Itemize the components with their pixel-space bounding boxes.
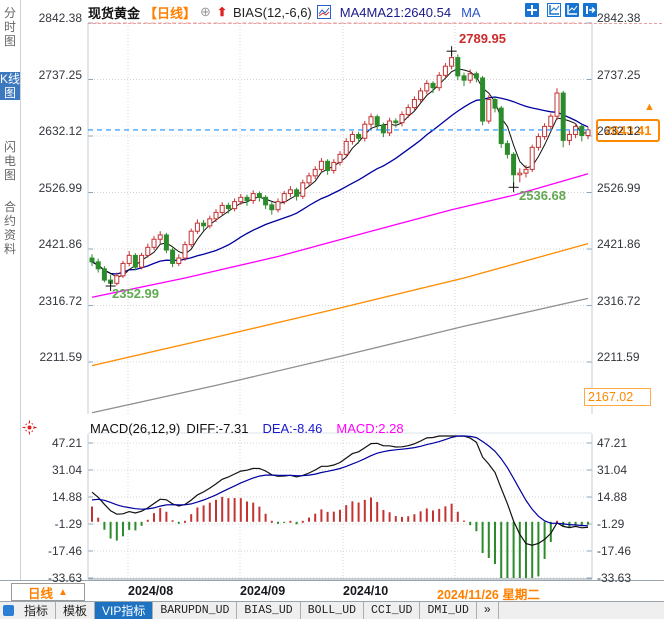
tab-CCI_UD[interactable]: CCI_UD xyxy=(364,602,421,619)
price-axis-label-right: 2737.25 xyxy=(597,67,641,82)
price-axis-label-right: 2211.59 xyxy=(597,350,640,364)
tab-DMI_UD[interactable]: DMI_UD xyxy=(420,602,477,619)
peak-price-annotation: 2789.95 xyxy=(459,31,506,46)
price-axis-label-right: 2421.86 xyxy=(597,237,641,251)
mini-chart-icon xyxy=(316,5,331,19)
date-axis-row: 日线 ▲ 2024/08 2024/09 2024/10 2024/11/26 星期二 xyxy=(0,580,664,602)
price-axis-label-left: 2526.99 xyxy=(38,180,82,195)
macd-params-label: MACD(26,12,9) xyxy=(90,421,181,436)
macd-axis-label-left: -17.46 xyxy=(47,544,82,558)
tab-VIP指标[interactable]: VIP指标 xyxy=(95,602,154,619)
price-axis-label-left: 2632.12 xyxy=(38,124,82,138)
price-axis-label-right: 2632.12 xyxy=(597,124,641,138)
tab-BIAS_UD[interactable]: BIAS_UD xyxy=(237,602,301,619)
current-price-arrow-marker: ▲ xyxy=(644,101,655,113)
sidebar-item-分时图[interactable]: 分时图 xyxy=(3,6,16,48)
macd-dea-value: DEA:-8.46 xyxy=(262,421,323,436)
macd-axis-label-left: 31.04 xyxy=(51,463,82,477)
sidebar-item-K线图[interactable]: K线图 xyxy=(0,72,21,100)
price-axis-label-right: 2526.99 xyxy=(597,180,641,195)
circle-plus-icon[interactable]: ⊕ xyxy=(200,4,211,19)
macd-axis-label-left: 47.21 xyxy=(51,436,82,450)
indicator-tab-bar: 指标 模板 VIP指标 BARUPDN_UD BIAS_UD BOLL_UD CCI_UD D… xyxy=(0,601,664,619)
macd-header: MACD(26,12,9) DIFF:-7.31 DEA:-8.46 MACD:… xyxy=(90,421,404,436)
ma-suffix-label: MA xyxy=(461,4,481,20)
header-divider xyxy=(88,23,662,24)
macd-axis-label-left: -33.63 xyxy=(47,571,82,585)
macd-axis-label-right: 14.88 xyxy=(597,490,628,504)
price-axis-label-right: 2842.38 xyxy=(597,11,641,25)
macd-axis-label-right: 47.21 xyxy=(597,436,628,450)
date-label-2024/08: 2024/08 xyxy=(128,584,174,598)
period-selector[interactable]: 日线 ▲ xyxy=(11,583,85,601)
indicator-label: BIAS(12,-6,6) xyxy=(233,4,312,20)
chart-axes-icon[interactable] xyxy=(565,3,579,17)
tab-row-grid-icon[interactable] xyxy=(3,605,14,616)
price-axis-label-left: 2737.25 xyxy=(38,67,82,82)
tab-»[interactable]: » xyxy=(477,602,499,619)
alert-price-box: 2167.02 xyxy=(584,388,651,406)
zoom-axes-icon[interactable] xyxy=(547,3,561,17)
crosshair-tool-icon[interactable] xyxy=(525,3,539,17)
macd-axis-label-right: 31.04 xyxy=(597,463,628,477)
chart-type-sidebar: 分时图 K线图闪电图合约资料 xyxy=(0,0,21,580)
macd-axis-label-right: -17.46 xyxy=(597,544,632,558)
period-label: 日线 xyxy=(28,586,54,601)
price-axis-label-left: 2316.72 xyxy=(38,293,82,308)
july-low-annotation: 2352.99 xyxy=(112,286,159,301)
price-axis-label-left: 2211.59 xyxy=(39,350,83,364)
tab-BARUPDN_UD[interactable]: BARUPDN_UD xyxy=(153,602,238,619)
date-label-2024/11/26 星期二: 2024/11/26 星期二 xyxy=(437,588,540,602)
tab-模板[interactable]: 模板 xyxy=(56,602,96,619)
candlestick-chart-canvas[interactable] xyxy=(0,0,664,580)
macd-hist-value: MACD:2.28 xyxy=(336,421,404,436)
sidebar-item-合约资料[interactable]: 合约资料 xyxy=(3,200,16,256)
macd-axis-label-left: -1.29 xyxy=(54,517,82,531)
macd-axis-label-right: -1.29 xyxy=(597,517,625,531)
price-axis-label-left: 2842.38 xyxy=(38,11,82,25)
macd-axis-label-left: 14.88 xyxy=(51,490,82,504)
date-label-2024/09: 2024/09 xyxy=(240,584,286,598)
current-price-box: 2643.41 xyxy=(596,119,660,142)
macd-diff-value: DIFF:-7.31 xyxy=(186,421,249,436)
exit-panel-icon[interactable] xyxy=(583,3,597,17)
indicator-settings-sun-icon[interactable] xyxy=(22,420,37,435)
chart-header: 现货黄金 【日线】 ⊕ ⬆ BIAS(12,-6,6) MA4MA21:2640.… xyxy=(88,0,481,24)
price-axis-label-left: 2421.86 xyxy=(38,237,82,251)
red-up-arrow-icon: ⬆ xyxy=(216,5,227,19)
period-arrow-icon: ▲ xyxy=(58,586,68,598)
ma-values-label: MA4MA21:2640.54 xyxy=(339,4,452,20)
date-label-2024/10: 2024/10 xyxy=(343,584,389,598)
sidebar-item-闪电图[interactable]: 闪电图 xyxy=(3,140,16,182)
november-low-annotation: 2536.68 xyxy=(519,188,566,203)
tab-指标[interactable]: 指标 xyxy=(17,602,57,619)
tab-BOLL_UD[interactable]: BOLL_UD xyxy=(301,602,365,619)
symbol-title: 现货黄金 xyxy=(88,5,141,21)
price-axis-label-right: 2316.72 xyxy=(597,293,641,308)
period-tag: 【日线】 xyxy=(144,5,197,21)
macd-axis-label-right: -33.63 xyxy=(597,571,632,585)
